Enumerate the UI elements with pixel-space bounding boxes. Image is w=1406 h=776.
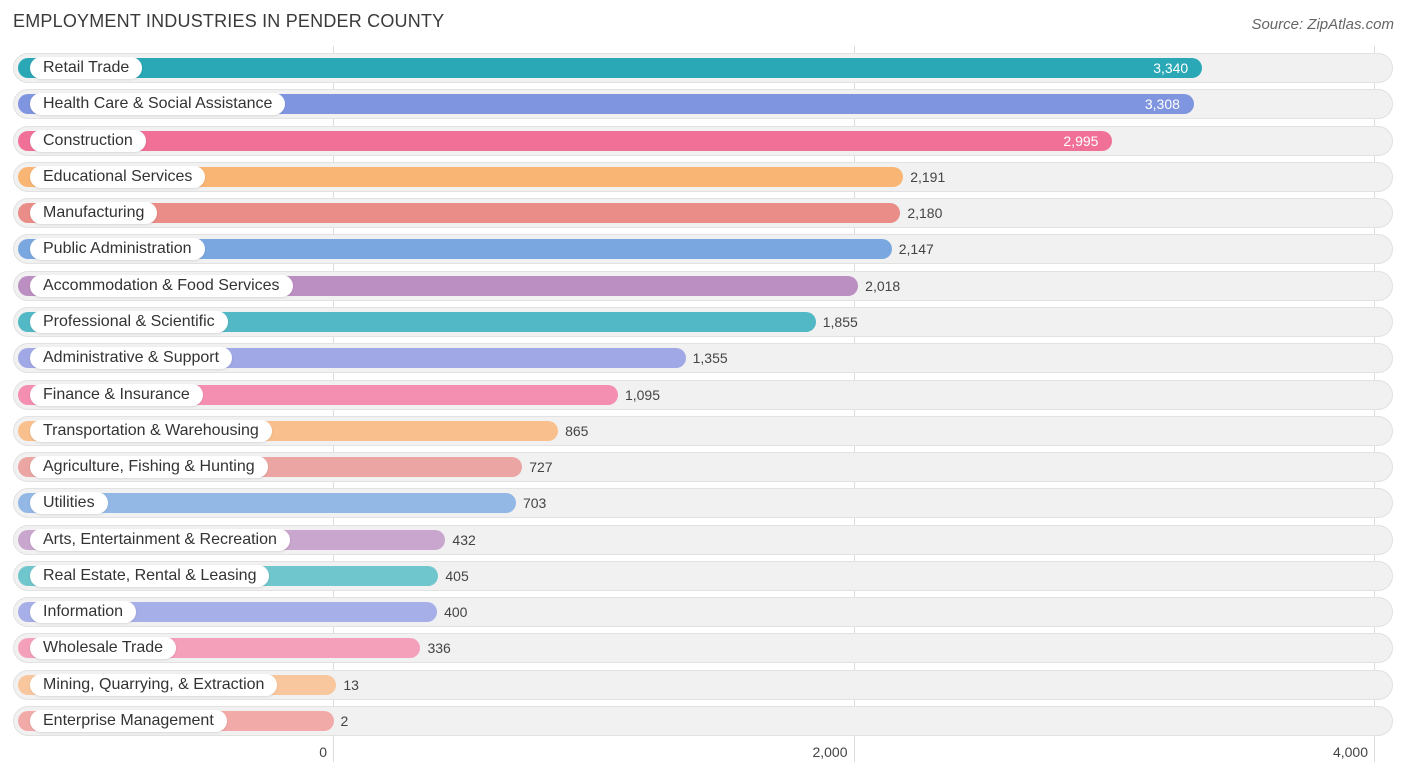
category-label: Administrative & Support (30, 347, 233, 370)
value-label: 2,191 (910, 168, 946, 185)
value-label: 2,995 (1063, 132, 1099, 149)
value-label: 2 (340, 713, 349, 730)
value-label: 336 (427, 640, 451, 657)
category-label: Wholesale Trade (30, 637, 177, 660)
value-label: 400 (444, 604, 468, 621)
category-label: Agriculture, Fishing & Hunting (30, 456, 268, 479)
bar (18, 239, 892, 260)
category-label: Real Estate, Rental & Leasing (30, 564, 270, 587)
category-label: Professional & Scientific (30, 310, 228, 333)
value-label: 703 (522, 495, 547, 512)
x-tick-label: 4,000 (1332, 744, 1368, 760)
value-label: 3,340 (1153, 60, 1189, 76)
value-label: 1,355 (692, 350, 728, 367)
category-label: Enterprise Management (30, 710, 227, 733)
value-label: 727 (529, 459, 553, 476)
chart-source: Source: ZipAtlas.com (1251, 16, 1394, 33)
value-label: 2,180 (907, 205, 943, 222)
category-label: Retail Trade (30, 57, 143, 79)
category-label: Health Care & Social Assistance (30, 93, 286, 116)
category-label: Accommodation & Food Services (30, 274, 293, 297)
bar (18, 493, 516, 514)
bar (18, 94, 1194, 115)
category-label: Transportation & Warehousing (30, 419, 272, 442)
category-label: Construction (30, 129, 146, 152)
value-label: 13 (343, 676, 359, 693)
category-label: Information (30, 601, 137, 624)
value-label: 2,018 (865, 277, 901, 294)
bar (18, 203, 901, 224)
category-label: Arts, Entertainment & Recreation (30, 528, 290, 551)
x-tick-label: 0 (319, 744, 327, 760)
value-label: 405 (445, 567, 469, 584)
value-label: 1,855 (822, 313, 858, 330)
chart-title: EMPLOYMENT INDUSTRIES IN PENDER COUNTY (13, 11, 445, 31)
category-label: Finance & Insurance (30, 383, 203, 406)
value-label: 432 (452, 531, 476, 548)
bar (18, 130, 1113, 151)
value-label: 2,147 (898, 241, 934, 258)
category-label: Utilities (30, 492, 108, 515)
bar (18, 58, 1203, 78)
value-label: 865 (565, 422, 589, 439)
category-label: Educational Services (30, 165, 206, 188)
category-label: Mining, Quarrying, & Extraction (30, 673, 278, 696)
category-label: Manufacturing (30, 202, 158, 225)
value-label: 3,308 (1144, 96, 1180, 113)
value-label: 1,095 (624, 386, 661, 403)
bar (18, 166, 904, 187)
category-label: Public Administration (30, 238, 205, 261)
x-tick-label: 2,000 (812, 744, 848, 760)
